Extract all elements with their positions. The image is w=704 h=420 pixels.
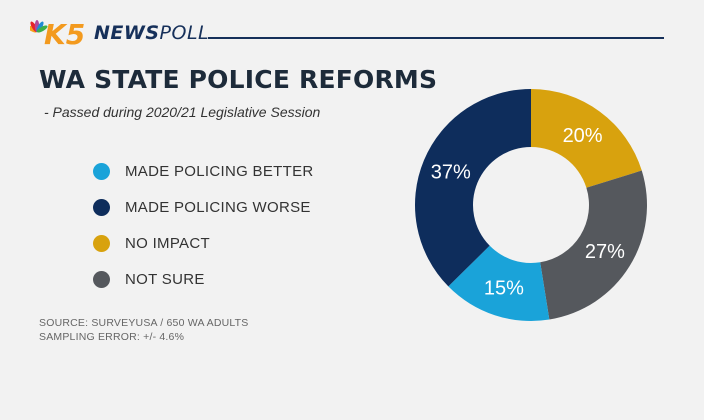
slice-not-sure [540, 170, 647, 320]
slice-label: 15% [484, 278, 524, 300]
slice-worse [415, 89, 531, 287]
king5-newspoll-logo: K5 NEWSPOLL [30, 18, 209, 48]
legend-item-not-sure: NOT SURE [93, 261, 314, 297]
header: K5 NEWSPOLL [30, 12, 670, 52]
legend-item-worse: MADE POLICING WORSE [93, 189, 314, 225]
nbc-peacock-k5-logo-icon: K5 [30, 18, 85, 48]
slice-label: 20% [563, 125, 603, 147]
legend-swatch [93, 234, 110, 252]
legend-label: NOT SURE [125, 270, 205, 288]
legend-label: MADE POLICING WORSE [125, 198, 311, 216]
source-line: SOURCE: SURVEYUSA / 650 WA ADULTS [39, 317, 249, 329]
source-note: SOURCE: SURVEYUSA / 650 WA ADULTS SAMPLI… [39, 316, 248, 344]
slice-better [448, 245, 550, 321]
sampling-error-line: SAMPLING ERROR: +/- 4.6% [39, 331, 185, 343]
chart-subtitle: - Passed during 2020/21 Legislative Sess… [44, 104, 321, 120]
header-rule [208, 37, 664, 39]
newspoll-wordmark: NEWSPOLL [94, 22, 209, 44]
logo-mark: K5 [44, 18, 85, 48]
chart-title: WA STATE POLICE REFORMS [39, 65, 438, 94]
legend-swatch [93, 198, 110, 216]
legend-label: NO IMPACT [125, 234, 210, 252]
legend-item-better: MADE POLICING BETTER [93, 153, 314, 189]
slice-label: 37% [431, 161, 471, 183]
slice-label: 27% [585, 241, 625, 263]
peacock-feather [36, 25, 48, 33]
brand-bold: NEWS [94, 22, 160, 44]
legend-swatch [93, 162, 110, 180]
brand-light: POLL [159, 22, 210, 44]
slice-no-impact [531, 89, 642, 188]
donut-chart: 20% 27% 15% 37% [415, 89, 647, 321]
legend-label: MADE POLICING BETTER [125, 162, 314, 180]
legend-item-no-impact: NO IMPACT [93, 225, 314, 261]
legend-swatch [93, 270, 110, 288]
legend: MADE POLICING BETTER MADE POLICING WORSE… [93, 153, 314, 297]
